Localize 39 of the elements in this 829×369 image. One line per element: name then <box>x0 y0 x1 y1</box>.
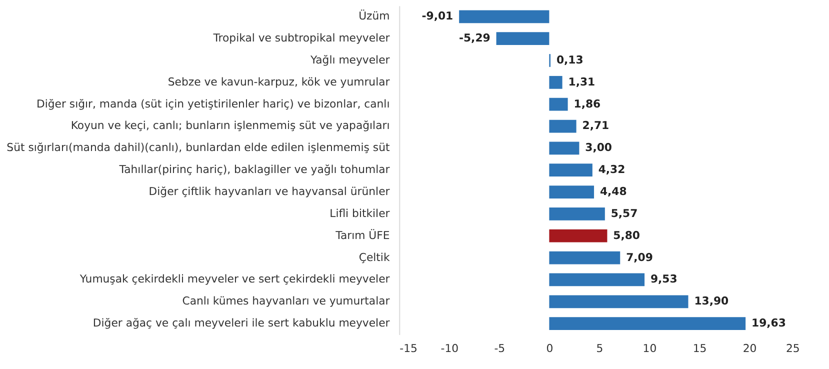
y-tick-label: Çeltik <box>358 250 390 264</box>
y-tick-label: Tropikal ve subtropikal meyveler <box>212 32 390 45</box>
y-tick-label: Tarım ÜFE <box>334 228 390 242</box>
data-label: 1,86 <box>574 97 601 110</box>
x-tick-label: 10 <box>642 342 657 355</box>
x-tick-label: 20 <box>742 342 757 355</box>
y-tick-label: Koyun ve keçi, canlı; bunların işlenmemiş süt ve yapağıları <box>70 119 390 132</box>
data-label: 1,31 <box>568 75 596 88</box>
data-label: 9,53 <box>650 272 678 286</box>
data-label: 5,80 <box>613 228 640 242</box>
data-label: 2,71 <box>582 119 610 132</box>
data-label: 4,32 <box>598 163 626 176</box>
data-label: 19,63 <box>752 316 786 330</box>
y-tick-label: Lifli bitkiler <box>330 206 390 220</box>
data-label: 7,09 <box>626 250 653 264</box>
x-tick-label: -10 <box>440 342 459 355</box>
y-tick-label: Diğer sığır, manda (süt için yetiştirilenler hariç) ve bizonlar, canlı <box>36 97 390 110</box>
y-tick-label: Diğer ağaç ve çalı meyveleri ile sert kabuklu meyveler <box>92 316 390 330</box>
x-tick-label: 5 <box>596 342 604 355</box>
data-label: 5,57 <box>610 206 638 220</box>
x-tick-label: -5 <box>494 342 506 355</box>
x-tick-label: 0 <box>546 342 554 355</box>
data-label: 0,13 <box>556 53 584 66</box>
x-tick-label: -15 <box>400 342 418 355</box>
y-tick-label: Tahıllar(pirinç hariç), baklagiller ve yağlı tohumlar <box>118 163 390 176</box>
data-label: 13,90 <box>694 294 730 308</box>
y-tick-label: Canlı kümes hayvanları ve yumurtalar <box>182 294 390 308</box>
y-tick-label: Üzüm <box>358 10 390 23</box>
y-tick-label: Yumuşak çekirdekli meyveler ve sert çekirdekli meyveler <box>78 272 390 286</box>
y-tick-label: Sebze ve kavun-karpuz, kök ve yumrular <box>168 75 390 88</box>
y-tick-label: Diğer çiftlik hayvanları ve hayvansal ürünler <box>148 184 390 198</box>
y-tick-label: Süt sığırları(manda dahil)(canlı), bunlardan elde edilen işlenmemiş süt <box>6 141 390 154</box>
y-tick-label: Yağlı meyveler <box>309 53 390 66</box>
data-label: 4,48 <box>600 184 627 198</box>
x-tick-label: 15 <box>692 342 707 355</box>
x-tick-label: 25 <box>786 342 800 355</box>
data-label: -9,01 <box>422 10 454 23</box>
data-label: -5,29 <box>458 32 490 45</box>
data-label: 3,00 <box>585 141 612 154</box>
